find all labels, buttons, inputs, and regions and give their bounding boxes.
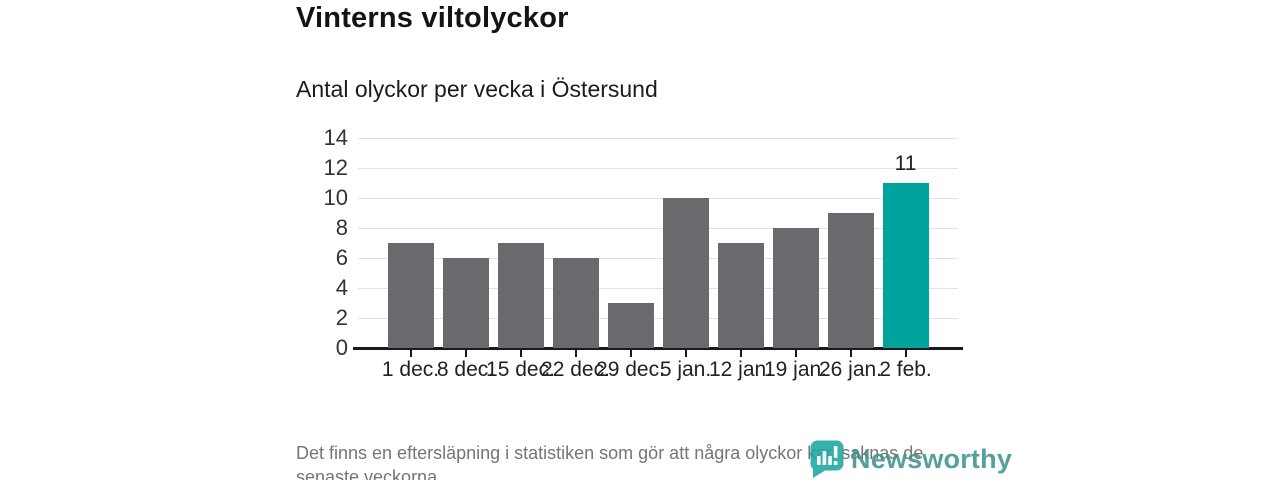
x-axis-tick [464, 349, 467, 357]
bar-1-dec [387, 243, 434, 348]
x-axis-tick [849, 349, 852, 357]
gridline-y-10 [358, 197, 958, 199]
x-tick-label: 1 dec. [381, 358, 440, 381]
x-tick-label: 8 dec. [436, 358, 495, 381]
bar-8-dec [442, 258, 489, 348]
gridline-y-12 [358, 167, 958, 169]
gridline-y-6 [358, 257, 958, 259]
y-tick-label: 2 [335, 305, 348, 330]
x-axis-line [353, 346, 963, 350]
gridline-y-8 [358, 227, 958, 229]
x-tick-label: 12 jan. [708, 358, 773, 381]
bar-5-jan [662, 198, 709, 348]
y-axis-labels: 0 2 4 6 8 10 12 14 [260, 125, 348, 360]
x-tick-label: 15 dec. [486, 358, 555, 381]
newsworthy-logo-text: Newsworthy [851, 443, 1013, 474]
newsworthy-pin-icon [810, 440, 844, 478]
bar-12-jan [717, 243, 764, 348]
x-tick-label: 2 feb. [879, 358, 932, 381]
gridline-y-4 [358, 287, 958, 289]
y-tick-label: 14 [323, 125, 348, 150]
chart-subtitle: Antal olyckor per vecka i Östersund [296, 76, 658, 102]
x-axis-tick [574, 349, 577, 357]
y-tick-label: 8 [335, 215, 348, 240]
bar-26-jan [827, 213, 874, 348]
y-tick-label: 4 [335, 275, 348, 300]
y-tick-label: 6 [335, 245, 348, 270]
x-tick-label: 22 dec. [541, 358, 610, 381]
bar-19-jan [772, 228, 819, 348]
x-axis-tick [684, 349, 687, 357]
x-axis-tick [739, 349, 742, 357]
y-tick-label: 10 [323, 185, 348, 210]
x-axis-tick [904, 349, 907, 357]
y-tick-label: 12 [323, 155, 348, 180]
x-tick-label: 26 jan. [818, 358, 883, 381]
plot-area: 1 dec. 8 dec. 15 dec. 22 dec. 29 dec. 5 jan. 1… [353, 137, 963, 381]
x-tick-label: 29 dec. [596, 358, 665, 381]
x-axis-tick [629, 349, 632, 357]
gridline-y-2 [358, 317, 958, 319]
bar-22-dec [552, 258, 599, 348]
x-tick-label: 19 jan. [763, 358, 828, 381]
highlight-value-label: 11 [894, 152, 917, 175]
x-axis-tick [519, 349, 522, 357]
footer-note: Det finns en eftersläpning i statistiken… [296, 443, 924, 480]
x-axis-tick [409, 349, 412, 357]
newsworthy-logo: Newsworthy [810, 440, 1012, 478]
x-tick-label: 5 jan. [659, 358, 712, 381]
x-axis-tick [794, 349, 797, 357]
chart-title: Vinterns viltolyckor [296, 2, 569, 34]
bar-2-feb [882, 183, 929, 348]
gridline-y-14 [358, 137, 958, 139]
y-tick-label: 0 [335, 335, 348, 360]
bar-29-dec [607, 303, 654, 348]
bar-15-dec [497, 243, 544, 348]
